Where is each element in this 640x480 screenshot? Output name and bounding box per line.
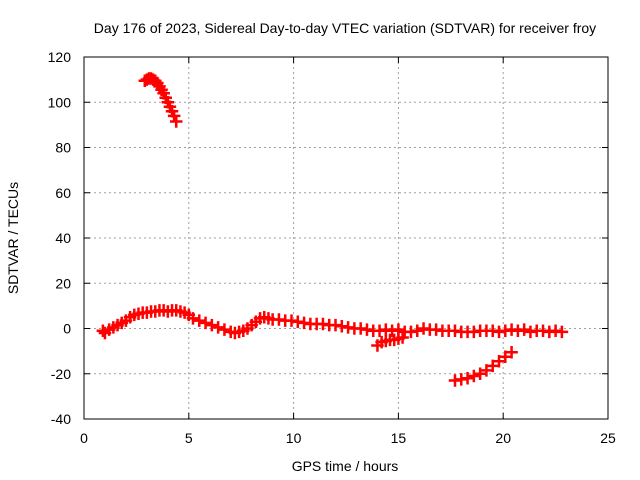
y-tick-label: 60 xyxy=(55,185,71,201)
data-point-late-arc xyxy=(473,367,487,380)
y-tick-label: 40 xyxy=(55,230,71,246)
data-point-main xyxy=(411,324,424,338)
x-axis-label: GPS time / hours xyxy=(292,458,399,474)
x-tick-label: 25 xyxy=(600,430,616,446)
grid-lines xyxy=(84,57,608,419)
x-tick-label: 0 xyxy=(80,430,88,446)
data-point-early-arc xyxy=(169,115,183,128)
data-point-main xyxy=(205,318,219,332)
data-point-main xyxy=(199,316,212,330)
x-tick-label: 10 xyxy=(286,430,302,446)
axis-ticks: 0 5 10 15 20 25 -40 -20 0 20 40 60 80 100 120 xyxy=(48,49,616,446)
y-tick-label: -40 xyxy=(51,411,71,427)
y-tick-label: 20 xyxy=(55,275,71,291)
data-point-main xyxy=(186,312,200,325)
y-tick-label: 0 xyxy=(63,321,71,337)
data-point-main xyxy=(517,323,531,336)
data-point-late-arc xyxy=(499,350,512,364)
data-point-main xyxy=(218,323,231,336)
data-point-late-arc xyxy=(492,355,506,368)
data-point-late-arc xyxy=(480,364,493,377)
x-tick-label: 20 xyxy=(495,430,511,446)
data-point-late-arc xyxy=(467,369,481,383)
data-point-main xyxy=(193,314,206,327)
y-tick-label: 120 xyxy=(48,49,72,65)
data-point-dip-segment xyxy=(396,331,409,344)
data-point-late-arc xyxy=(486,359,499,373)
chart-title: Day 176 of 2023, Sidereal Day-to-day VTE… xyxy=(94,20,596,36)
y-tick-label: -20 xyxy=(51,366,71,382)
y-tick-label: 80 xyxy=(55,140,71,156)
x-tick-label: 5 xyxy=(185,430,193,446)
data-point-main xyxy=(211,321,225,334)
y-axis-label: SDTVAR / TECUs xyxy=(5,182,21,294)
data-point-late-arc xyxy=(505,346,518,359)
data-point-late-arc xyxy=(461,372,474,385)
data-points xyxy=(96,72,569,387)
data-point-main xyxy=(555,325,569,339)
y-tick-label: 100 xyxy=(48,94,72,110)
x-tick-label: 15 xyxy=(391,430,407,446)
